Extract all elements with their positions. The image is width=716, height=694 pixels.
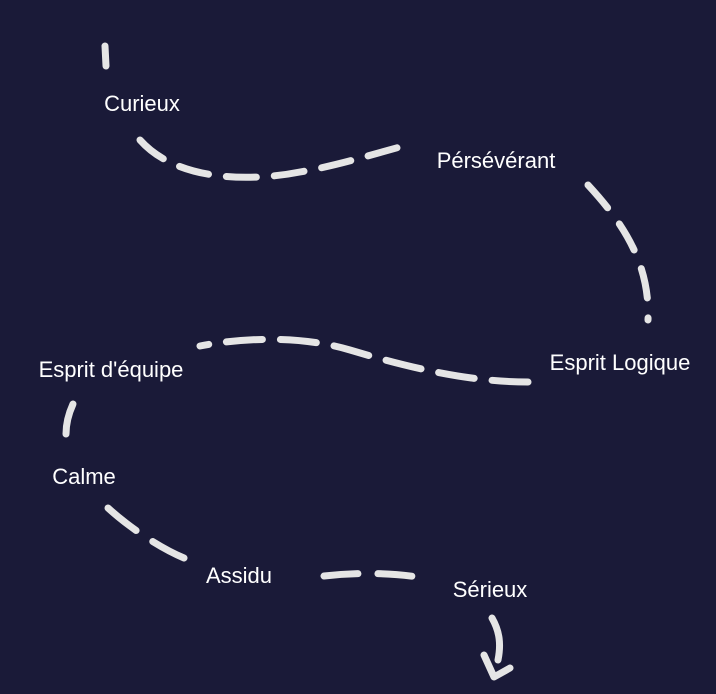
trait-calme: Calme <box>52 464 116 489</box>
path-segment-perseverant-logique <box>584 181 652 324</box>
path-segment-equipe-calme <box>62 400 77 438</box>
trait-serieux: Sérieux <box>452 577 528 602</box>
trait-esprit-equipe: Esprit d'équipe <box>38 357 184 382</box>
path-segment-calme-assidu <box>104 504 188 562</box>
path-segment-assidu-serieux <box>320 570 428 582</box>
trait-esprit-logique: Esprit Logique <box>549 350 691 375</box>
trait-curieux: Curieux <box>104 91 180 116</box>
arrow-down-icon <box>480 651 514 681</box>
path-segment-serieux-end <box>488 614 504 664</box>
trait-perseverant: Pérsévérant <box>436 148 556 173</box>
path-start-segment <box>101 42 110 70</box>
trait-assidu: Assidu <box>205 563 273 588</box>
path-segment-curieux-perseverant <box>136 136 404 181</box>
path-segment-logique-equipe <box>196 335 532 386</box>
